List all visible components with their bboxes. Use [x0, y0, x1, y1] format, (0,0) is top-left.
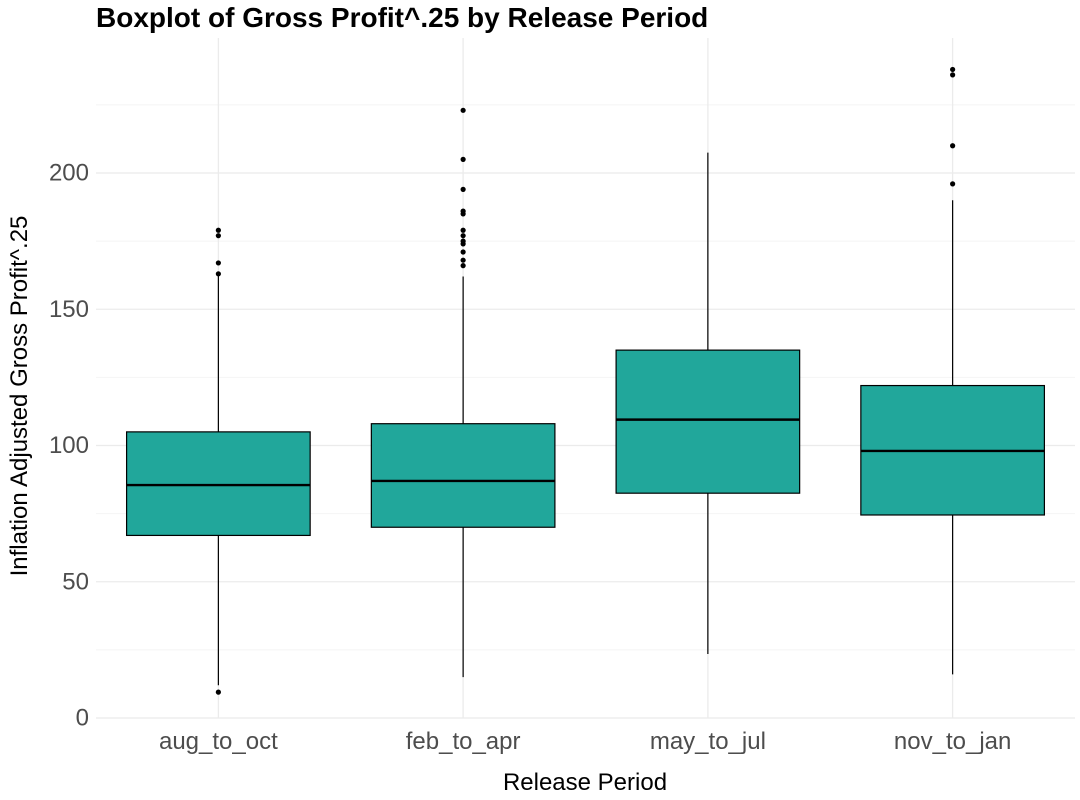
outlier-point	[460, 156, 466, 162]
box-iqr	[615, 349, 801, 494]
box-may_to_jul	[615, 152, 801, 654]
y-tick-label: 50	[62, 568, 89, 595]
outlier-point	[460, 249, 466, 255]
x-axis-ticks: aug_to_oct feb_to_apr may_to_jul nov_to_jan	[159, 728, 1011, 755]
y-axis-title: Inflation Adjusted Gross Profit^.25	[6, 216, 33, 577]
x-tick-label: feb_to_apr	[406, 728, 521, 755]
outlier-point	[460, 263, 466, 269]
outlier-point	[215, 227, 221, 233]
x-axis-title: Release Period	[503, 769, 667, 796]
box-iqr	[370, 423, 556, 528]
outlier-point	[215, 271, 221, 277]
x-tick-label: aug_to_oct	[159, 728, 278, 755]
outlier-point	[950, 72, 956, 78]
box-aug_to_oct	[125, 227, 311, 695]
outlier-point	[950, 66, 956, 73]
outlier-point	[215, 689, 221, 695]
outlier-point	[460, 238, 466, 244]
x-tick-label: nov_to_jan	[894, 728, 1011, 755]
outlier-point	[950, 181, 956, 187]
grid-lines	[96, 38, 1075, 719]
box-iqr	[125, 431, 311, 537]
outlier-point	[460, 186, 466, 192]
y-axis-ticks: 0 50 100 150 200	[49, 160, 89, 732]
outlier-point	[460, 208, 466, 214]
outlier-point	[215, 260, 221, 266]
y-tick-label: 150	[49, 296, 89, 323]
box-feb_to_apr	[370, 107, 556, 678]
x-tick-label: may_to_jul	[650, 728, 766, 755]
y-tick-label: 0	[76, 705, 89, 732]
y-tick-label: 200	[49, 160, 89, 187]
chart-title: Boxplot of Gross Profit^.25 by Release P…	[96, 2, 709, 33]
outlier-point	[215, 233, 221, 239]
outlier-point	[950, 143, 956, 149]
box-nov_to_jan	[860, 66, 1046, 675]
y-tick-label: 100	[49, 432, 89, 459]
outlier-point	[460, 257, 466, 263]
outlier-point	[460, 107, 466, 113]
outlier-point	[460, 227, 466, 233]
outlier-point	[460, 233, 466, 239]
boxes	[125, 66, 1046, 695]
